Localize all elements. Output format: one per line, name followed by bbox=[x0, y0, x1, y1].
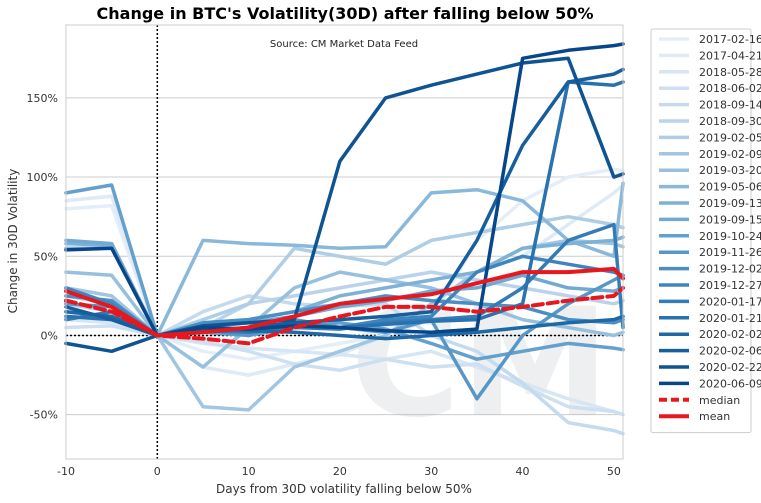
legend-label-2020-02-22: 2020-02-22 bbox=[699, 361, 761, 374]
y-tick-label: 100% bbox=[27, 171, 58, 184]
chart-source: Source: CM Market Data Feed bbox=[270, 39, 418, 50]
legend-label-2019-10-24: 2019-10-24 bbox=[699, 230, 761, 243]
legend-label-2019-03-20: 2019-03-20 bbox=[699, 164, 761, 177]
legend-label-2018-09-14: 2018-09-14 bbox=[699, 99, 761, 112]
legend-label-2019-09-13: 2019-09-13 bbox=[699, 197, 761, 210]
series-line-2019-05-06 bbox=[64, 181, 625, 338]
legend-label-2018-09-30: 2018-09-30 bbox=[699, 115, 761, 128]
y-tick-label: 0% bbox=[41, 329, 58, 342]
legend-label-2020-02-02: 2020-02-02 bbox=[699, 328, 761, 341]
y-tick-label: 150% bbox=[27, 92, 58, 105]
x-tick-label: 40 bbox=[516, 465, 530, 478]
x-axis-label: Days from 30D volatility falling below 5… bbox=[216, 482, 472, 496]
legend-label-2019-12-27: 2019-12-27 bbox=[699, 279, 761, 292]
y-tick-label: 50% bbox=[34, 250, 58, 263]
x-tick-label: 10 bbox=[242, 465, 256, 478]
legend-label-2019-05-06: 2019-05-06 bbox=[699, 181, 761, 194]
series-line-mean bbox=[64, 266, 625, 338]
chart-title: Change in BTC's Volatility(30D) after fa… bbox=[97, 4, 594, 23]
series-line-2019-02-09 bbox=[64, 238, 625, 412]
x-tick-label: 0 bbox=[154, 465, 161, 478]
legend-label-2020-06-09: 2020-06-09 bbox=[699, 377, 761, 390]
plot-area: CM-10 0 10 20 30 40 50-50%0%50%100%150% bbox=[27, 24, 625, 478]
legend-label-median: median bbox=[699, 394, 740, 407]
legend-label-2019-12-02: 2019-12-02 bbox=[699, 263, 761, 276]
y-tick-label: -50% bbox=[30, 409, 58, 422]
x-tick-label: 50 bbox=[607, 465, 621, 478]
legend-label-2020-01-21: 2020-01-21 bbox=[699, 312, 761, 325]
legend-label-2020-01-17: 2020-01-17 bbox=[699, 295, 761, 308]
legend-label-2018-06-02: 2018-06-02 bbox=[699, 82, 761, 95]
legend-label-2017-04-21: 2017-04-21 bbox=[699, 49, 761, 62]
legend: 2017-02-16 2017-04-21 2018-05-28 2018-06-02… bbox=[650, 28, 761, 434]
legend-label-mean: mean bbox=[699, 410, 730, 423]
y-axis-label: Change in 30D Volatility bbox=[6, 169, 20, 314]
legend-label-2019-11-26: 2019-11-26 bbox=[699, 246, 761, 259]
legend-box bbox=[650, 28, 752, 434]
legend-label-2018-05-28: 2018-05-28 bbox=[699, 66, 761, 79]
legend-label-2019-09-15: 2019-09-15 bbox=[699, 213, 761, 226]
x-tick-label: 20 bbox=[333, 465, 347, 478]
x-tick-label: 30 bbox=[424, 465, 438, 478]
legend-label-2020-02-06: 2020-02-06 bbox=[699, 345, 761, 358]
legend-label-2019-02-09: 2019-02-09 bbox=[699, 148, 761, 161]
series-line-2019-03-20 bbox=[64, 270, 625, 369]
x-tick-label: -10 bbox=[57, 465, 75, 478]
legend-label-2017-02-16: 2017-02-16 bbox=[699, 33, 761, 46]
plot-frame bbox=[65, 24, 624, 460]
legend-label-2019-02-05: 2019-02-05 bbox=[699, 131, 761, 144]
